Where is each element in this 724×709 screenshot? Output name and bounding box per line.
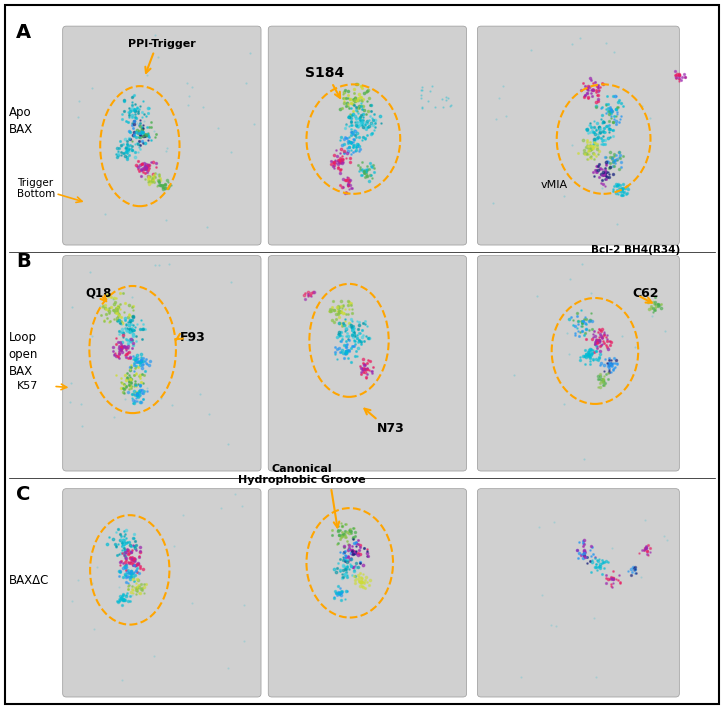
FancyBboxPatch shape	[268, 26, 466, 245]
Text: S184: S184	[305, 67, 344, 81]
FancyBboxPatch shape	[477, 489, 679, 697]
Text: A: A	[16, 23, 31, 42]
Text: Q18: Q18	[85, 286, 112, 300]
FancyBboxPatch shape	[268, 256, 466, 471]
Text: K57: K57	[17, 381, 38, 391]
Text: Canonical
Hydrophobic Groove: Canonical Hydrophobic Groove	[238, 464, 366, 485]
Text: Loop
open
BAX: Loop open BAX	[9, 331, 38, 378]
Text: N73: N73	[377, 422, 405, 435]
FancyBboxPatch shape	[63, 256, 261, 471]
Text: Bcl-2 BH4(R34): Bcl-2 BH4(R34)	[592, 245, 681, 255]
FancyBboxPatch shape	[63, 26, 261, 245]
Text: vMIA: vMIA	[541, 180, 568, 190]
Text: C62: C62	[633, 286, 659, 300]
Text: PPI-Trigger: PPI-Trigger	[127, 39, 195, 49]
Text: Trigger
Bottom: Trigger Bottom	[17, 178, 56, 199]
FancyBboxPatch shape	[477, 26, 679, 245]
Text: C: C	[16, 485, 30, 504]
Text: BAXΔC: BAXΔC	[9, 574, 49, 587]
FancyBboxPatch shape	[268, 489, 466, 697]
Text: F93: F93	[180, 331, 206, 344]
Text: Apo
BAX: Apo BAX	[9, 106, 33, 136]
Text: B: B	[16, 252, 30, 271]
FancyBboxPatch shape	[63, 489, 261, 697]
FancyBboxPatch shape	[477, 256, 679, 471]
